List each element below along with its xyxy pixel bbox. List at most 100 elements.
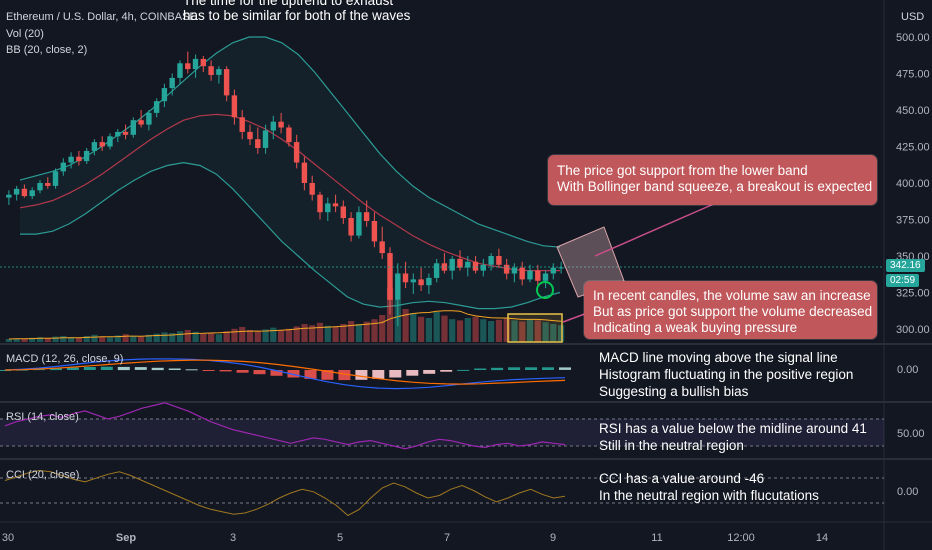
price-tick-label: 475.00 — [896, 69, 930, 81]
candle-body — [426, 277, 432, 286]
currency-label[interactable]: USD — [901, 11, 925, 23]
volume-bar — [386, 288, 394, 342]
volume-highlight-box[interactable] — [507, 313, 563, 343]
candle-body — [325, 203, 331, 213]
candle-body — [262, 130, 269, 148]
candle-body — [449, 258, 455, 271]
candle-body — [6, 194, 12, 198]
volume-bar — [184, 330, 191, 342]
rsi-note-line2: Still in the neutral region — [599, 438, 744, 453]
volume-bar — [480, 319, 487, 342]
support-circle[interactable] — [536, 281, 554, 299]
support-callout-box[interactable] — [548, 155, 877, 205]
price-tick-label: 400.00 — [896, 178, 930, 190]
volume-ma-line — [8, 310, 562, 340]
candle-body — [37, 183, 43, 191]
candle-body — [52, 171, 59, 186]
candle-body — [138, 120, 144, 125]
time-tick-label: 9 — [550, 532, 556, 544]
candle-body — [231, 95, 238, 118]
time-tick-label: 5 — [337, 532, 343, 544]
candle-body — [115, 131, 121, 137]
candle-body — [161, 88, 168, 102]
macd-histogram-bar — [304, 370, 317, 379]
volume-bar — [278, 330, 285, 342]
macd-plot — [0, 358, 571, 390]
volume-indicator-label[interactable]: Vol (20) — [6, 28, 44, 40]
candle-body — [309, 183, 315, 195]
volume-bar — [441, 315, 448, 342]
volume-bar — [75, 337, 82, 342]
volume-bar — [316, 322, 324, 342]
volume-bar — [340, 324, 347, 342]
volume-bar — [29, 337, 36, 342]
candle-body — [348, 218, 354, 236]
time-tick-label: 14 — [816, 532, 828, 544]
volume-bar — [68, 337, 75, 342]
volume-bar — [511, 320, 518, 342]
candle-body — [535, 270, 541, 281]
volume-bar — [208, 333, 215, 342]
macd-histogram-bar — [406, 370, 419, 376]
candle-body — [371, 221, 378, 242]
candle-body — [200, 58, 206, 67]
candle-body — [216, 69, 222, 75]
candle-body — [130, 120, 136, 135]
macd-histogram-bar — [83, 367, 96, 370]
candlesticks — [6, 51, 564, 327]
cci-label[interactable]: CCI (20, close) — [6, 469, 80, 481]
candle-body — [99, 142, 105, 147]
time-tick-label: Sep — [116, 532, 136, 544]
volume-bar — [464, 318, 471, 342]
bb-indicator-label[interactable]: BB (20, close, 2) — [6, 44, 88, 56]
rsi-tick-label: 50.00 — [897, 428, 925, 440]
candle-body — [177, 63, 183, 78]
candle-body — [286, 127, 292, 143]
candle-body — [511, 267, 518, 274]
volume-bar — [138, 336, 145, 342]
macd-histogram-bar — [525, 367, 538, 370]
macd-histogram-bar — [321, 370, 334, 380]
macd-histogram-bar — [185, 369, 198, 371]
volume-bar — [36, 337, 44, 342]
volume-bar — [44, 338, 51, 342]
volume-bar — [519, 321, 526, 342]
volume-bar — [145, 334, 152, 342]
candle-body — [527, 270, 533, 280]
candle-body — [146, 112, 152, 125]
time-axis[interactable]: 30 Sep 3 5 7 9 11 12:00 14 — [2, 532, 828, 544]
volume-bar — [301, 324, 308, 342]
volume-bar — [558, 325, 565, 342]
volume-bar — [488, 321, 495, 342]
rsi-label[interactable]: RSI (14, close) — [6, 411, 79, 423]
volume-bar — [371, 319, 378, 342]
volume-bar — [176, 331, 184, 342]
volume-bar — [99, 336, 106, 342]
volume-bar — [324, 325, 331, 342]
volume-bar — [83, 336, 90, 342]
candle-body — [550, 267, 556, 274]
macd-histogram-bar — [423, 370, 436, 374]
cci-note-line2: In the neutral region with flucutations — [599, 488, 819, 503]
top-note-line2: has to be similar for both of the waves — [183, 8, 411, 23]
volume-bar — [169, 333, 176, 342]
macd-histogram-bar — [389, 370, 402, 378]
candle-body — [465, 261, 471, 268]
macd-histogram-bar — [100, 366, 113, 370]
cci-note-line1: CCI has a value around -46 — [599, 471, 765, 486]
candle-body — [192, 58, 199, 70]
macd-histogram-bar — [508, 367, 521, 370]
volume-bar — [418, 316, 425, 342]
price-tick-label: 500.00 — [896, 32, 930, 44]
rsi-plot — [4, 402, 566, 450]
volume-bar — [402, 309, 409, 342]
candle-body — [21, 188, 28, 197]
volume-bar — [161, 332, 168, 342]
time-tick-label: 7 — [444, 532, 450, 544]
candle-body — [169, 77, 175, 89]
volume-callout-box[interactable] — [584, 281, 877, 339]
macd-histogram-bar — [559, 367, 571, 370]
top-note-line1: The time for the uptrend to exhaust — [183, 0, 394, 8]
macd-label[interactable]: MACD (12, 26, close, 9) — [6, 353, 124, 365]
